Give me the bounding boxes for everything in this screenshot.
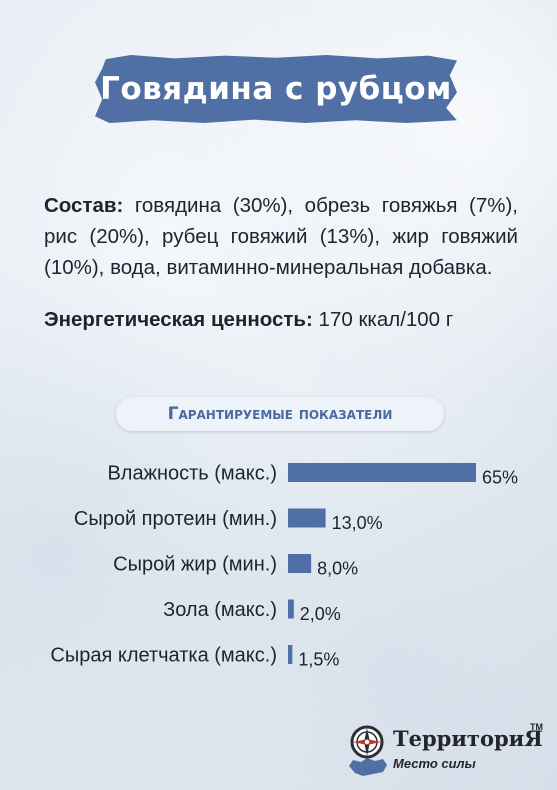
category-label: Сырой протеин (мин.) (74, 508, 277, 530)
category-label: Влажность (макс.) (107, 463, 277, 485)
category-label: Зола (макс.) (163, 599, 277, 621)
logo-trademark: TM (530, 722, 543, 732)
chart-heading-text: Гарантируемые показатели (167, 404, 393, 424)
value-label: 8,0% (317, 559, 358, 579)
energy-block: Энергетическая ценность: 170 ккал/100 г (44, 306, 524, 334)
energy-label: Энергетическая ценность: (44, 308, 313, 331)
bar (288, 599, 294, 619)
bar (288, 463, 476, 482)
value-label: 2,0% (300, 604, 341, 624)
brand-logo: ТерриториЯ TM Место силы (343, 720, 543, 780)
energy-value: 170 ккал/100 г (312, 308, 454, 331)
value-label: 1,5% (298, 650, 339, 670)
composition-text: говядина (30%), обрезь говяжья (7%), рис… (44, 194, 518, 279)
composition-label: Состав: (44, 194, 124, 217)
composition-block: Состав: говядина (30%), обрезь говяжья (… (44, 190, 518, 283)
title-banner (95, 55, 457, 123)
logo-name: ТерриториЯ (393, 726, 543, 751)
chart-heading: Гарантируемые показатели (116, 397, 444, 431)
logo-tagline: Место силы (393, 756, 476, 771)
bar (288, 554, 312, 573)
compass-map-icon (349, 725, 387, 776)
page-title: Говядина с рубцом (100, 71, 452, 107)
value-label: 65% (482, 468, 518, 488)
value-label: 13,0% (332, 513, 383, 533)
category-label: Сырой жир (мин.) (113, 554, 277, 576)
bar (288, 645, 293, 664)
bar (288, 508, 326, 528)
category-label: Сырая клетчатка (макс.) (50, 645, 277, 667)
guaranteed-indicators-chart: Влажность (макс.) 65% Сырой протеин (мин.)… (50, 463, 518, 670)
